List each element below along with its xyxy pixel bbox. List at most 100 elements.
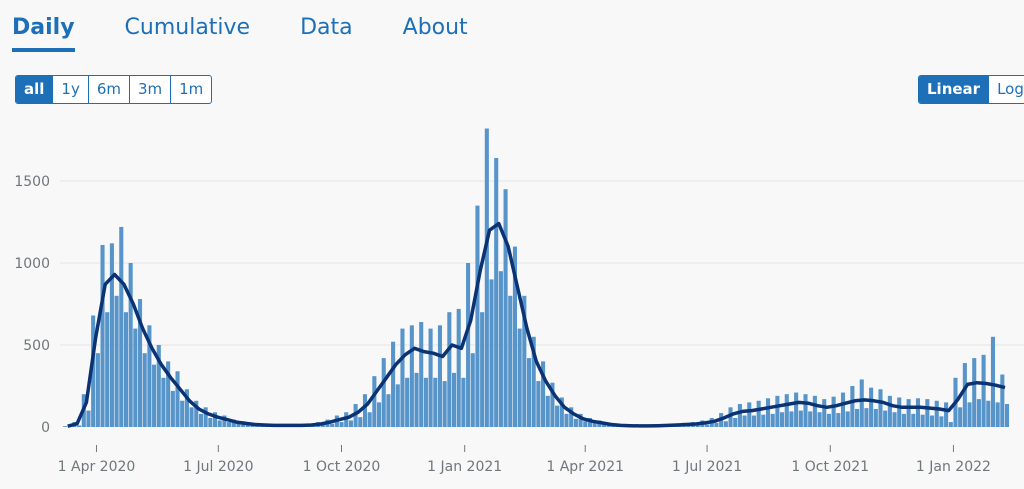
daily-bar <box>428 328 433 427</box>
daily-bar <box>695 425 700 427</box>
daily-bar <box>550 382 555 427</box>
scale-selector: Linear Log <box>918 75 1024 104</box>
daily-bar <box>850 386 855 427</box>
daily-bar <box>948 422 953 427</box>
daily-bar <box>119 226 124 427</box>
daily-bar <box>451 372 457 427</box>
daily-bar <box>765 398 771 427</box>
daily-bar <box>747 402 752 427</box>
daily-bar <box>531 336 536 427</box>
tab-about[interactable]: About <box>402 15 468 40</box>
daily-bar <box>789 411 794 427</box>
daily-bar <box>95 353 100 427</box>
daily-bar <box>456 308 461 427</box>
daily-bar <box>826 413 831 427</box>
daily-bar <box>812 395 817 427</box>
range-all-button[interactable]: all <box>16 76 53 103</box>
daily-bar <box>686 425 691 427</box>
scale-linear-button[interactable]: Linear <box>919 76 989 103</box>
daily-bar <box>705 424 710 427</box>
tab-cumulative[interactable]: Cumulative <box>124 15 251 40</box>
daily-bar <box>376 402 382 427</box>
daily-bar <box>189 407 194 427</box>
daily-bar <box>742 415 747 427</box>
daily-bar <box>803 394 808 427</box>
daily-bar <box>156 345 161 427</box>
daily-bar <box>990 336 996 427</box>
rolling-average-line <box>67 221 1006 428</box>
daily-bar <box>967 402 972 427</box>
range-3m-button[interactable]: 3m <box>128 76 170 103</box>
daily-bar <box>461 377 466 427</box>
daily-bar <box>367 412 372 427</box>
daily-bar <box>231 419 236 427</box>
daily-bar <box>864 408 869 427</box>
daily-bar <box>962 363 967 427</box>
y-tick-label: 500 <box>23 338 50 354</box>
daily-bar <box>930 415 935 427</box>
daily-bar <box>887 395 892 427</box>
x-tick-label: 1 Apr 2021 <box>546 459 624 475</box>
daily-bar <box>859 379 864 427</box>
daily-bar <box>836 413 841 427</box>
daily-bar <box>423 377 428 427</box>
daily-bar <box>133 328 138 427</box>
daily-bar <box>442 381 447 427</box>
daily-bar <box>873 408 878 427</box>
x-tick-label: 1 Jan 2022 <box>916 459 991 475</box>
daily-bar <box>784 394 789 427</box>
daily-bar <box>831 396 836 427</box>
daily-bar <box>475 205 480 427</box>
x-tick-label: 1 Jul 2020 <box>183 459 253 475</box>
range-1y-button[interactable]: 1y <box>52 76 87 103</box>
daily-bar <box>381 358 386 427</box>
x-tick-label: 1 Jul 2021 <box>672 459 742 475</box>
daily-bar <box>822 399 827 427</box>
y-tick-label: 0 <box>41 420 50 436</box>
daily-bar <box>137 299 143 427</box>
y-tick-label: 1000 <box>14 256 50 272</box>
daily-bar <box>728 407 733 427</box>
daily-bar <box>184 389 189 427</box>
daily-bar <box>114 295 119 427</box>
daily-bar <box>920 414 925 427</box>
daily-bar <box>944 402 949 427</box>
daily-bar <box>780 412 785 427</box>
daily-bar <box>391 341 396 427</box>
daily-bar <box>794 392 799 427</box>
x-tick-label: 1 Jan 2021 <box>427 459 502 475</box>
range-1m-button[interactable]: 1m <box>170 76 211 103</box>
tab-daily[interactable]: Daily <box>12 14 75 52</box>
daily-bar <box>545 395 550 427</box>
daily-bar <box>128 263 133 427</box>
daily-bar <box>761 414 766 427</box>
daily-bar <box>339 422 344 427</box>
daily-bar <box>737 404 742 427</box>
daily-bar <box>972 358 977 427</box>
daily-bar <box>212 412 218 427</box>
daily-bar <box>330 423 335 427</box>
daily-bar <box>466 263 471 427</box>
y-tick-label: 1500 <box>14 174 50 190</box>
daily-bar <box>845 411 850 427</box>
daily-bar <box>723 421 728 427</box>
daily-bar <box>372 376 377 427</box>
daily-bar <box>808 411 813 427</box>
x-tick-label: 1 Oct 2021 <box>791 459 869 475</box>
daily-bar <box>733 417 738 427</box>
daily-bar <box>976 399 981 427</box>
daily-bar <box>517 328 522 427</box>
range-6m-button[interactable]: 6m <box>87 76 129 103</box>
scale-log-button[interactable]: Log <box>988 76 1024 103</box>
daily-bar <box>175 371 180 427</box>
daily-bar <box>77 425 82 427</box>
daily-bar <box>395 384 400 427</box>
daily-bar <box>109 243 114 427</box>
x-tick-label: 1 Oct 2020 <box>303 459 381 475</box>
daily-bar <box>166 361 171 427</box>
daily-bar <box>503 189 508 427</box>
daily-bar <box>578 413 583 427</box>
daily-bar <box>447 312 452 427</box>
tab-data[interactable]: Data <box>300 15 353 40</box>
